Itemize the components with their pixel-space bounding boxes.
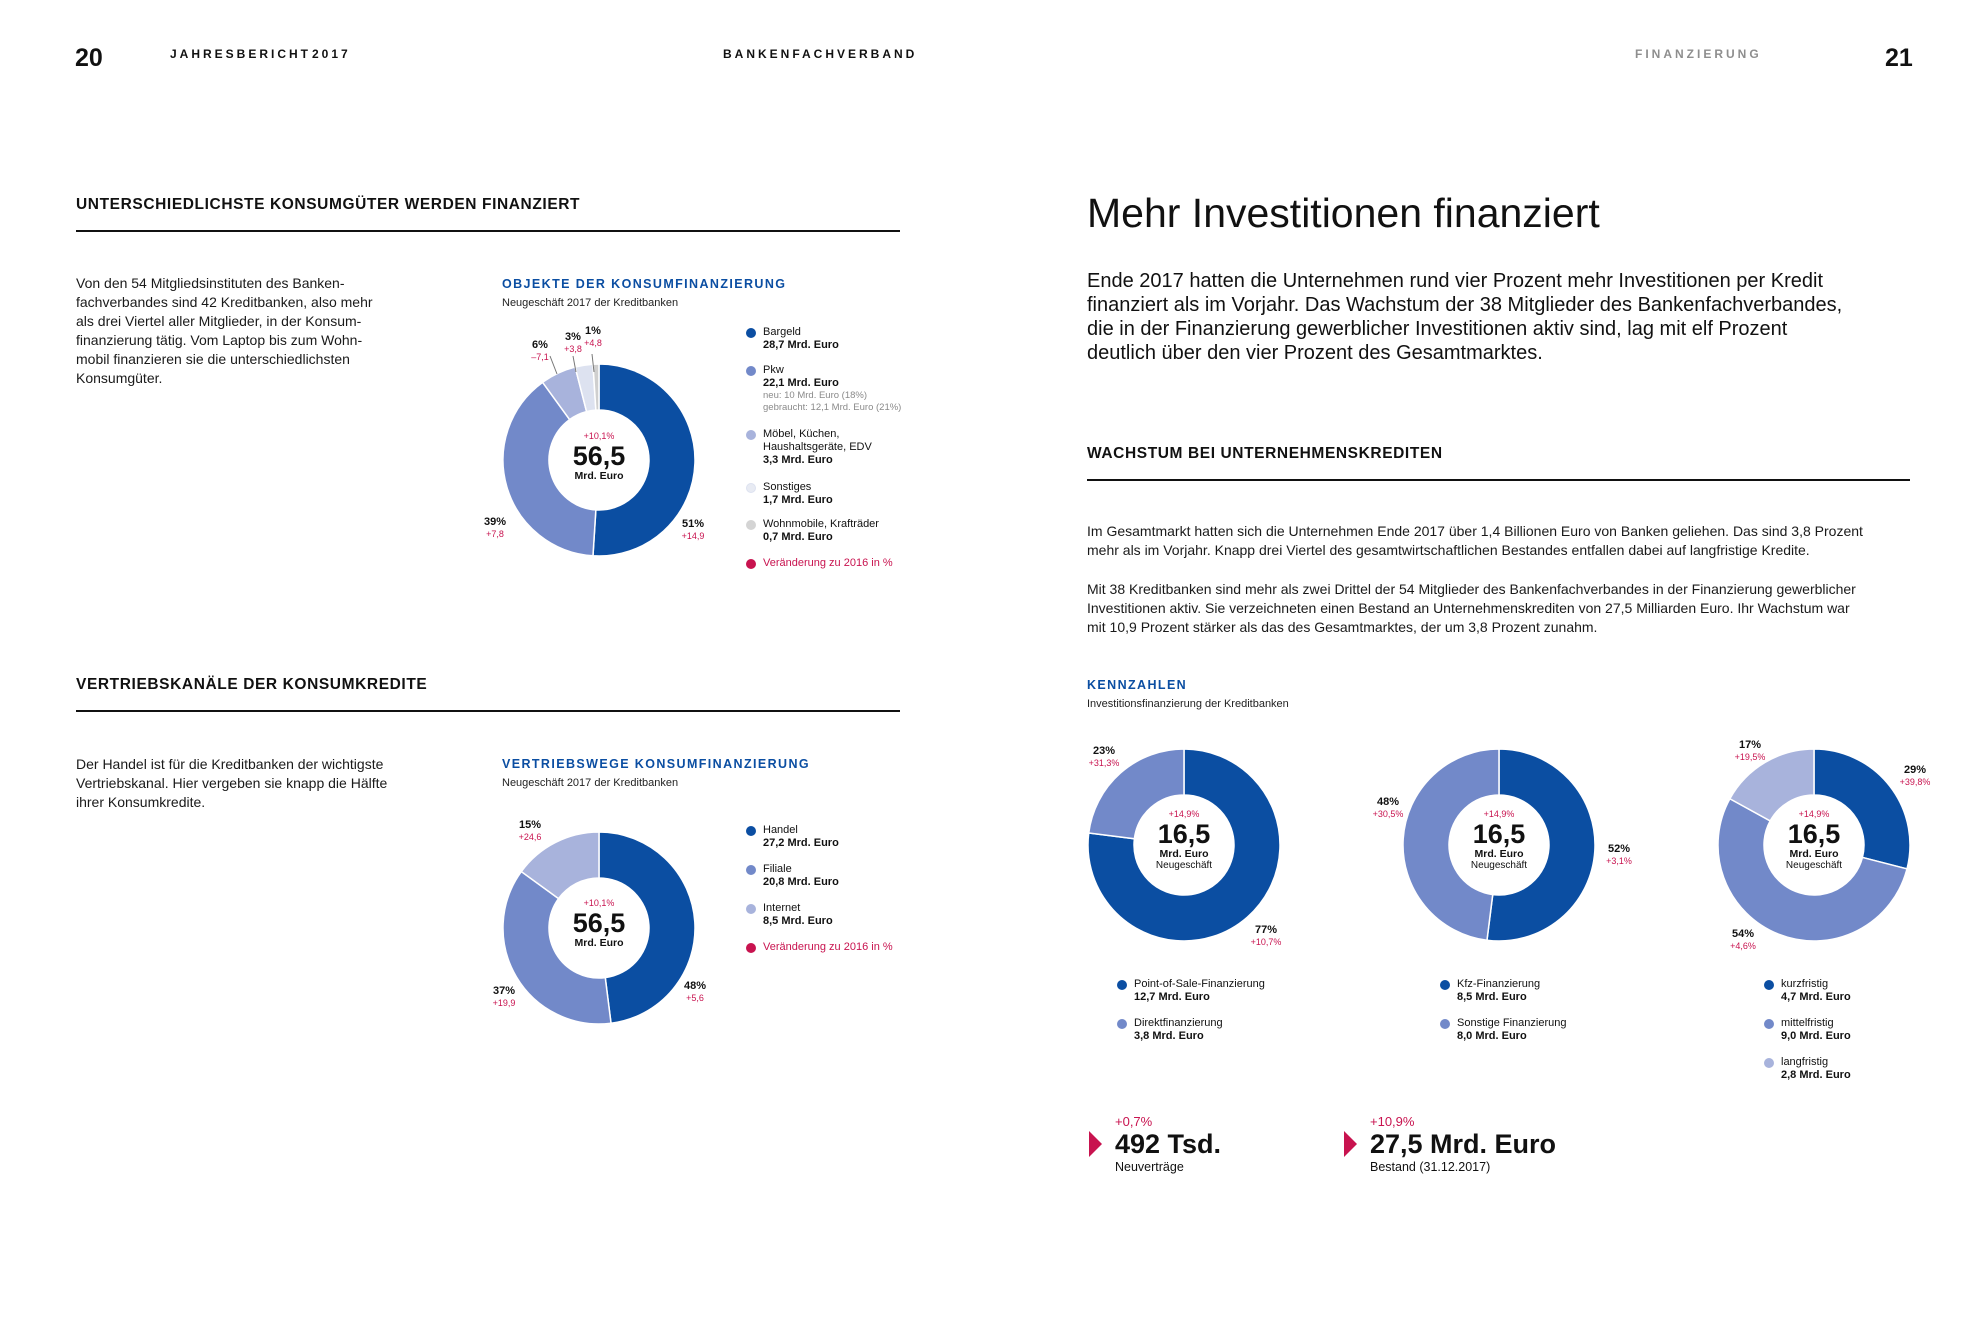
pct-label-bargeld: 51% +14,9 — [681, 518, 705, 541]
leader-lines-objects — [549, 353, 595, 375]
chart-title-objects: OBJEKTE DER KONSUMFINANZIERUNG — [502, 277, 787, 291]
legend-bargeld: Bargeld 28,7 Mrd. Euro — [746, 326, 946, 352]
pct-label-kfz: 52% +3,1% — [1606, 843, 1632, 866]
donut-slice-handel — [598, 831, 696, 1025]
intro-paragraph-consumer-goods: Von den 54 Mitgliedsinstituten des Banke… — [76, 275, 373, 386]
pct-label-mittelfristig: 54% +4,6% — [1730, 928, 1756, 951]
pct-label-kurzfristig: 29% +39,8% — [1899, 764, 1931, 787]
pct-label-pkw: 39% +7,8 — [483, 516, 507, 539]
donut-slice-pkw — [502, 381, 597, 557]
legend-sonstiges: Sonstiges 1,7 Mrd. Euro — [746, 481, 946, 507]
legend-internet: Internet 8,5 Mrd. Euro — [746, 902, 946, 928]
running-head-association: BANKENFACHVERBAND — [723, 47, 918, 61]
pct-label-filiale: 37% +19,9 — [492, 985, 516, 1008]
donut-chart-pos — [1087, 748, 1281, 942]
legend-wohnmobile: Wohnmobile, Krafträder 0,7 Mrd. Euro — [746, 518, 946, 544]
legend-mittelfristig: mittelfristig 9,0 Mrd. Euro — [1764, 1017, 1924, 1043]
running-head-section: FINANZIERUNG — [1635, 47, 1762, 61]
donut-slice-kfz-finanzierung — [1486, 748, 1596, 942]
page-number-right: 21 — [1885, 44, 1913, 72]
chart-subtitle-channels: Neugeschäft 2017 der Kreditbanken — [502, 777, 679, 789]
chart-title-channels: VERTRIEBSWEGE KONSUMFINANZIERUNG — [502, 757, 811, 771]
pct-label-handel: 48% +5,6 — [683, 980, 707, 1003]
pct-label-sonstige: 48% +30,5% — [1372, 796, 1404, 819]
paragraph-credit-banks: Mit 38 Kreditbanken sind mehr als zwei D… — [1087, 581, 1856, 635]
donut-center-objects: +10,1% 56,5 Mrd. Euro — [572, 431, 626, 482]
legend-change-channels: Veränderung zu 2016 in % — [746, 941, 946, 954]
page-number-left: 20 — [75, 44, 103, 72]
donut-chart-term — [1717, 748, 1911, 942]
legend-moebel: Möbel, Küchen, Haushaltsgeräte, EDV 3,3 … — [746, 428, 946, 467]
kennzahlen-title: KENNZAHLEN — [1087, 678, 1188, 692]
section-heading-business-loans: WACHSTUM BEI UNTERNEHMENSKREDITEN — [1087, 445, 1443, 462]
intro-paragraph-sales-channels: Der Handel ist für die Kreditbanken der … — [76, 756, 388, 810]
kpi-portfolio: +10,9% 27,5 Mrd. Euro Bestand (31.12.201… — [1370, 1114, 1557, 1174]
kennzahlen-subtitle: Investitionsfinanzierung der Kreditbanke… — [1087, 698, 1289, 710]
legend-kfz: Kfz-Finanzierung 8,5 Mrd. Euro — [1440, 978, 1640, 1004]
legend-kurzfristig: kurzfristig 4,7 Mrd. Euro — [1764, 978, 1924, 1004]
running-head-year: 2017 — [312, 47, 351, 61]
donut-slice-mittelfristig — [1717, 797, 1908, 942]
arrow-right-icon — [1089, 1131, 1102, 1157]
section-heading-consumer-goods: UNTERSCHIEDLICHSTE KONSUMGÜTER WERDEN FI… — [76, 196, 581, 213]
donut-slice-point-of-sale-finanzierung — [1087, 748, 1281, 942]
legend-change-objects: Veränderung zu 2016 in % — [746, 557, 946, 570]
section-rule — [1087, 479, 1910, 481]
donut-center-pos: +14,9% 16,5 Mrd. Euro Neugeschäft — [1155, 809, 1213, 871]
pct-label-langfristig: 17% +19,5% — [1734, 739, 1766, 762]
pct-label-pos: 77% +10,7% — [1250, 924, 1282, 947]
donut-center-channels: +10,1% 56,5 Mrd. Euro — [572, 898, 626, 949]
running-head-report: JAHRESBERICHT — [170, 47, 312, 61]
legend-handel: Handel 27,2 Mrd. Euro — [746, 824, 946, 850]
pct-label-wohnmobile: 1% +4,8 — [584, 325, 602, 348]
lead-paragraph: Ende 2017 hatten die Unternehmen rund vi… — [1087, 270, 1843, 364]
section-heading-sales-channels: VERTRIEBSKANÄLE DER KONSUMKREDITE — [76, 676, 428, 693]
pct-label-sonstiges: 3% +3,8 — [564, 331, 582, 354]
legend-pos: Point-of-Sale-Finanzierung 12,7 Mrd. Eur… — [1117, 978, 1317, 1004]
donut-slice-kurzfristig — [1813, 748, 1911, 870]
pct-label-internet: 15% +24,6 — [518, 819, 542, 842]
legend-langfristig: langfristig 2,8 Mrd. Euro — [1764, 1056, 1924, 1082]
legend-direkt: Direktfinanzierung 3,8 Mrd. Euro — [1117, 1017, 1317, 1043]
chart-subtitle-objects: Neugeschäft 2017 der Kreditbanken — [502, 297, 679, 309]
legend-filiale: Filiale 20,8 Mrd. Euro — [746, 863, 946, 889]
paragraph-total-market: Im Gesamtmarkt hatten sich die Unternehm… — [1087, 523, 1863, 558]
pct-label-direkt: 23% +31,3% — [1088, 745, 1120, 768]
donut-slice-filiale — [502, 870, 612, 1025]
donut-chart-kfz — [1402, 748, 1596, 942]
arrow-right-icon — [1344, 1131, 1357, 1157]
donut-center-kfz: +14,9% 16,5 Mrd. Euro Neugeschäft — [1470, 809, 1528, 871]
donut-slice-internet — [520, 831, 600, 900]
donut-chart-objects — [502, 363, 696, 557]
legend-pkw: Pkw 22,1 Mrd. Euro neu: 10 Mrd. Euro (18… — [746, 364, 946, 414]
donut-slice-bargeld — [592, 363, 696, 557]
page-title: Mehr Investitionen finanziert — [1087, 190, 1600, 236]
section-rule — [76, 710, 900, 712]
section-rule — [76, 230, 900, 232]
kpi-new-contracts: +0,7% 492 Tsd. Neuverträge — [1115, 1114, 1222, 1174]
donut-slice-langfristig — [1728, 748, 1815, 822]
donut-slice-direktfinanzierung — [1087, 748, 1185, 840]
legend-sonstige: Sonstige Finanzierung 8,0 Mrd. Euro — [1440, 1017, 1640, 1043]
pct-label-moebel: 6% –7,1 — [531, 339, 549, 362]
donut-slice-wohnmobile-krafträder — [592, 363, 600, 411]
donut-center-term: +14,9% 16,5 Mrd. Euro Neugeschäft — [1785, 809, 1843, 871]
donut-slice-sonstige-finanzierung — [1402, 748, 1500, 942]
donut-chart-channels — [502, 831, 696, 1025]
